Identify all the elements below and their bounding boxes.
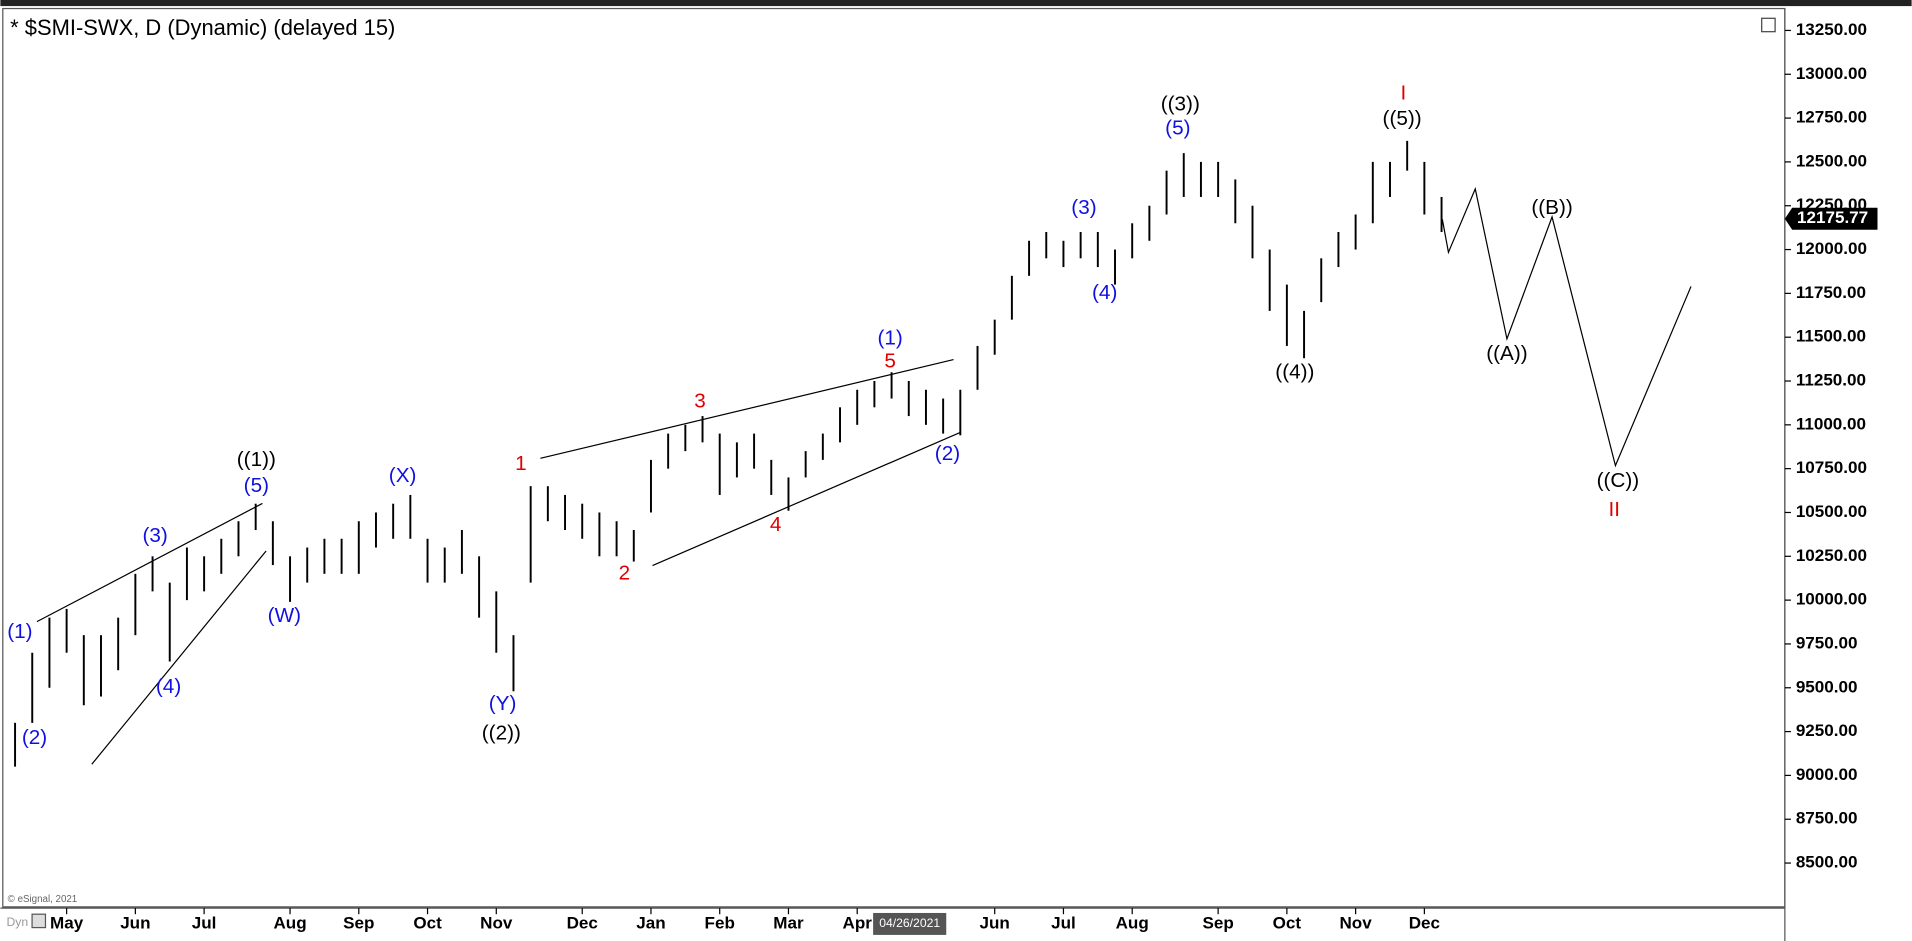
top-bar [0,0,1912,7]
x-tick-label: Apr [843,913,873,932]
last-price-box [1784,207,1878,230]
x-tick-label: Nov [480,913,513,932]
x-tick-label: Dec [567,913,598,932]
wave-label: (X) [389,464,417,487]
wave-label: (5) [244,474,269,497]
wave-label: ((A)) [1486,342,1527,365]
wave-label: 1 [515,452,527,475]
wave-label: (1) [878,326,903,349]
bars [14,140,1443,767]
y-tick-label: 9500.00 [1796,677,1858,696]
wave-label: (3) [1071,196,1096,219]
y-tick-label: 12750.00 [1796,108,1867,127]
y-tick-label: 11750.00 [1796,283,1866,302]
wave-label: (Y) [489,692,517,715]
x-tick-label: Dec [1409,913,1440,932]
y-tick-label: 8500.00 [1796,853,1858,872]
chart-title: * $SMI-SWX, D (Dynamic) (delayed 15) [10,15,395,40]
y-tick-label: 10000.00 [1796,590,1867,609]
wave-label: ((4)) [1275,360,1314,383]
x-tick-label: Oct [413,913,442,932]
badge: Dyn [6,915,28,929]
x-tick-label: Aug [273,913,306,932]
wave-label: ((5)) [1383,107,1422,130]
y-tick-label: 12000.00 [1796,239,1867,258]
y-tick-label: 11250.00 [1796,371,1866,390]
trendline [36,502,263,623]
x-tick-label: Feb [705,913,735,932]
y-tick-label: 9750.00 [1796,633,1858,652]
last-price: 12175.77 [1797,208,1868,227]
wave-label: ((3)) [1161,92,1200,115]
y-tick-label: 9250.00 [1796,721,1858,740]
y-tick-label: 12500.00 [1796,151,1867,170]
x-tick-label: Jul [192,913,217,932]
x-tick-label: Jun [120,913,150,932]
cursor-date-box [873,912,947,935]
x-tick-label: Oct [1273,913,1302,932]
window-button[interactable] [1761,17,1776,33]
x-tick-label: Nov [1340,913,1373,932]
projection-path [1441,186,1692,468]
y-tick-label: 8750.00 [1796,809,1858,828]
y-tick-label: 9000.00 [1796,765,1858,784]
y-tick-label: 10500.00 [1796,502,1867,521]
trendlines [36,186,1692,765]
wave-label: ((C)) [1597,469,1640,492]
wave-label: (W) [268,604,301,627]
copyright: © eSignal, 2021 [8,894,78,905]
x-tick-label: May [50,913,84,932]
wave-label: 5 [884,349,896,372]
wave-label: 3 [694,390,706,413]
y-tick-label: 11000.00 [1796,414,1866,433]
trendline [91,550,267,765]
badge-button[interactable] [31,913,47,929]
wave-label: ((2)) [482,721,521,744]
wave-label: (5) [1165,117,1190,140]
x-tick-label: Aug [1116,913,1149,932]
x-tick-label: Jun [980,913,1010,932]
y-tick-label: 13000.00 [1796,64,1867,83]
wave-label: ((1)) [237,448,276,471]
wave-label: I [1400,81,1406,104]
cursor-date: 04/26/2021 [879,916,940,930]
x-tick-label: Jul [1051,913,1076,932]
trendline [540,358,954,459]
trendline [652,432,960,567]
y-tick-label: 13250.00 [1796,20,1867,39]
x-tick-label: Mar [773,913,804,932]
wave-label: 4 [770,513,782,536]
wave-label: 2 [619,562,631,585]
wave-label: (4) [156,675,181,698]
wave-label: (1) [7,620,32,643]
x-tick-label: Sep [343,913,374,932]
y-tick-label: 11500.00 [1796,327,1866,346]
wave-label: (4) [1092,281,1117,304]
x-tick-label: Jan [636,913,665,932]
y-tick-label: 10250.00 [1796,546,1867,565]
x-tick-label: Sep [1202,913,1233,932]
y-tick-label: 10750.00 [1796,458,1867,477]
wave-label: (3) [143,524,168,547]
wave-label: (2) [22,726,47,749]
wave-label: II [1608,498,1620,521]
wave-label: (2) [935,442,960,465]
wave-label: ((B)) [1531,196,1572,219]
